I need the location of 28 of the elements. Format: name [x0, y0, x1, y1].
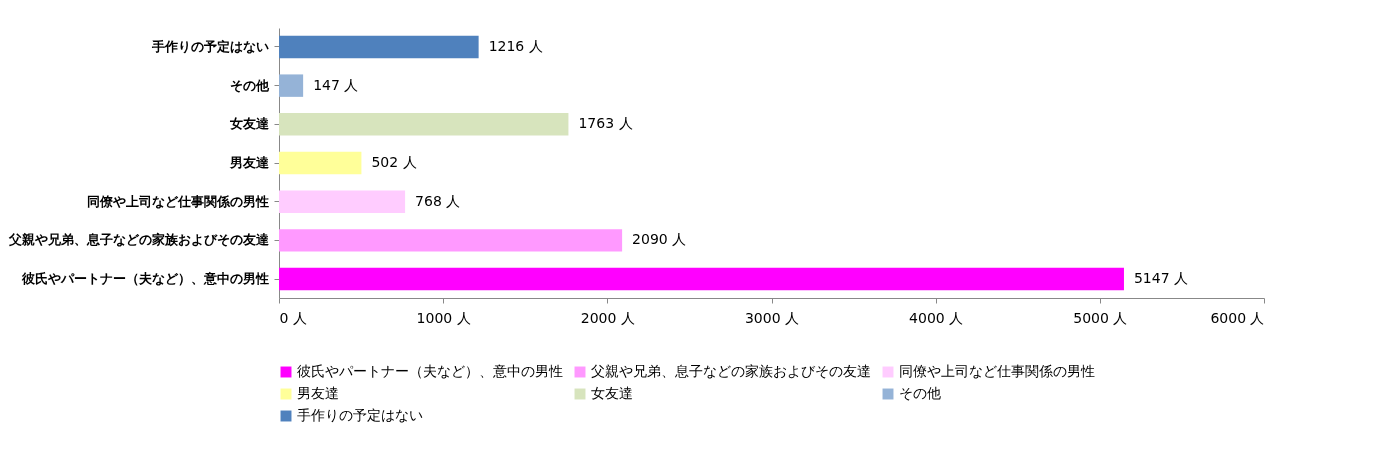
data-label: 1763 人 [578, 115, 633, 132]
data-label: 1216 人 [488, 37, 543, 54]
legend-label: 父親や兄弟、息子などの家族およびその友達 [591, 363, 871, 379]
data-label: 768 人 [415, 192, 461, 209]
data-label: 5147 人 [1133, 270, 1189, 287]
y-tick-label: 手作りの予定はない [150, 38, 269, 54]
x-tick-label: 6000 人 [1210, 309, 1265, 326]
x-tick-label: 5000 人 [1073, 309, 1128, 326]
legend-label: 同僚や上司など仕事関係の男性 [899, 363, 1095, 379]
y-tick-label: 男友達 [228, 155, 270, 170]
y-tick-label: その他 [229, 77, 270, 93]
data-label: 502 人 [371, 154, 417, 170]
legend-label: 男友達 [297, 385, 339, 401]
data-label: 2090 人 [632, 231, 687, 248]
y-tick-label: 父親や兄弟、息子などの家族およびその友達 [7, 232, 270, 248]
x-tick-label: 2000 人 [580, 309, 635, 326]
y-tick-label: 同僚や上司など仕事関係の男性 [86, 193, 269, 209]
data-label: 147 人 [313, 76, 359, 93]
x-tick-label: 3000 人 [744, 309, 800, 326]
y-tick-label: 女友達 [228, 116, 270, 132]
x-tick-label: 4000 人 [909, 309, 964, 326]
legend-label: その他 [899, 385, 941, 401]
legend-label: 女友達 [591, 385, 633, 401]
legend-label: 彼氏やパートナー（夫など）、意中の男性 [297, 363, 563, 379]
y-tick-label: 彼氏やパートナー（夫など）、意中の男性 [20, 271, 269, 287]
x-tick-label: 0 人 [279, 309, 307, 326]
legend-label: 手作りの予定はない [297, 407, 423, 423]
x-tick-label: 1000 人 [416, 309, 471, 326]
